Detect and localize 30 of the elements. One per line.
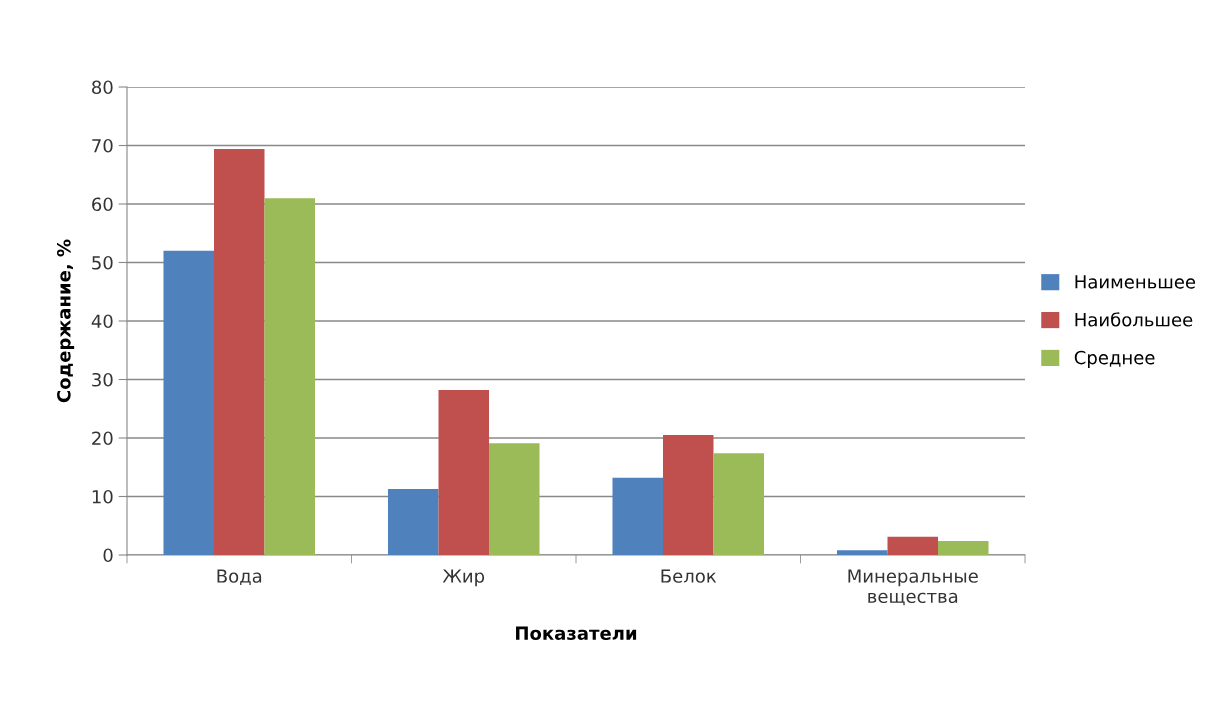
legend-label: Среднее (1074, 350, 1155, 368)
x-tick-label: Вода (217, 569, 262, 586)
x-tick-label: Минеральные вещества (848, 569, 978, 606)
bar (836, 550, 888, 555)
y-axis-title: Содержание, % (57, 239, 75, 403)
bar (938, 540, 989, 555)
legend-label: Наименьшее (1075, 275, 1196, 289)
bar (489, 443, 540, 555)
bar (387, 488, 439, 555)
y-tick-label: 50 (92, 255, 113, 270)
y-tick-label: 20 (92, 431, 113, 446)
bar (662, 435, 714, 555)
x-tick-label: Белок (661, 569, 717, 583)
bar (612, 477, 663, 555)
legend-label: Наибольшее (1075, 312, 1193, 327)
bar (887, 536, 939, 555)
bar (438, 390, 490, 555)
bar (713, 453, 765, 555)
y-tick-label: 10 (92, 489, 113, 504)
bar (163, 250, 214, 555)
bar (213, 149, 265, 555)
x-tick-label: Жир (442, 569, 485, 587)
y-tick-label: 0 (103, 548, 113, 563)
y-tick-label: 40 (91, 314, 113, 329)
y-tick-label: 60 (92, 197, 113, 212)
bar (264, 198, 316, 555)
y-tick-label: 30 (92, 372, 113, 387)
y-tick-label: 70 (92, 138, 113, 153)
y-tick-label: 80 (92, 80, 113, 95)
x-axis-title: Показатели (516, 626, 637, 640)
